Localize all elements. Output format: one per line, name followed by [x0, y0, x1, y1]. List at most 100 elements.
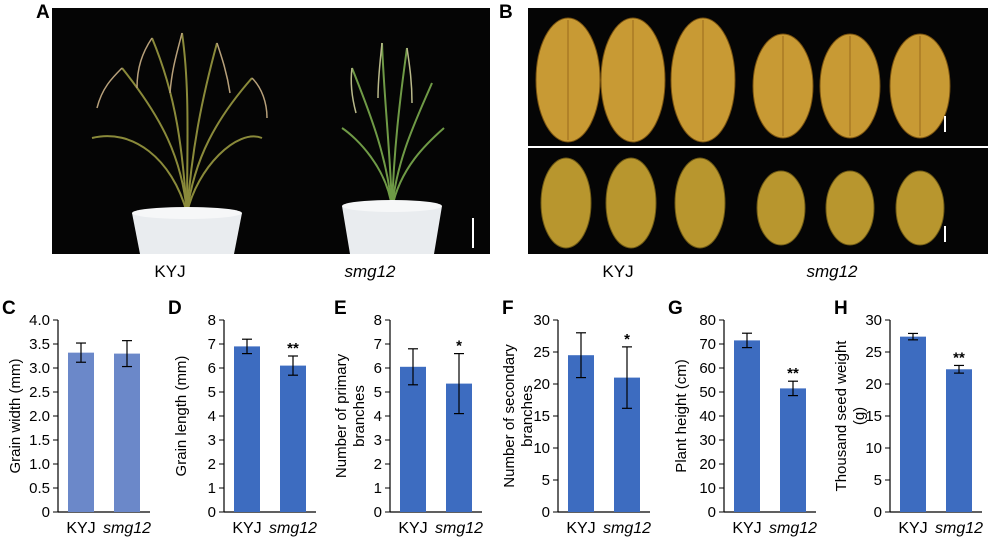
y-tick-label: 6 — [374, 360, 382, 377]
chart-f: F Number of secondarybranches 0 5 10 15 20 25 30… — [501, 298, 651, 537]
y-axis-label: Grain width (mm) — [7, 358, 24, 473]
significance-mark: * — [624, 331, 630, 348]
bar-smg12 — [114, 353, 140, 512]
panel-letter: H — [834, 298, 848, 319]
y-tick-label: 25 — [533, 344, 550, 361]
y-tick-label: 7 — [374, 336, 382, 353]
panel-b-grain-photo-top — [528, 8, 988, 146]
x-tick-label: smg12 — [103, 520, 151, 537]
kyj-pot — [132, 213, 242, 254]
y-tick-label: 0 — [42, 504, 50, 521]
y-tick-label: 0 — [374, 504, 382, 521]
y-tick-label: 0 — [208, 504, 216, 521]
y-tick-label: 30 — [699, 432, 716, 449]
y-axis-label: Number of secondarybranches — [501, 344, 536, 488]
panel-letter: E — [334, 298, 347, 319]
panel-b-bottom-scale-bar — [944, 226, 946, 242]
bar-kyj — [234, 346, 260, 512]
bar-kyj — [734, 340, 760, 512]
y-tick-label: 3.5 — [29, 336, 50, 353]
chart-d: D Grain length (mm) 0 1 2 3 4 5 6 7 8 KYJ ** smg12 — [168, 298, 317, 537]
y-tick-label: 5 — [208, 384, 216, 401]
smg12-plant — [341, 42, 445, 209]
y-tick-label: 50 — [699, 384, 716, 401]
y-tick-label: 2.0 — [29, 408, 50, 425]
chart-g: G Plant height (cm) 0 10 20 30 40 50 60 70 80 KYJ **… — [668, 298, 817, 537]
bar-kyj — [900, 336, 926, 512]
y-axis-label: Plant height (cm) — [673, 359, 690, 472]
y-tick-label: 1.5 — [29, 432, 50, 449]
y-tick-label: 10 — [699, 480, 716, 497]
y-tick-label: 3.0 — [29, 360, 50, 377]
y-tick-label: 20 — [533, 376, 550, 393]
y-tick-label: 80 — [699, 312, 716, 329]
x-tick-label: KYJ — [66, 520, 95, 537]
y-tick-label: 2 — [208, 456, 216, 473]
bar-kyj — [568, 355, 594, 512]
y-tick-label: 0 — [542, 504, 550, 521]
y-tick-label: 4.0 — [29, 312, 50, 329]
kyj-plant — [91, 32, 263, 214]
x-tick-label: KYJ — [732, 520, 761, 537]
y-tick-label: 20 — [699, 456, 716, 473]
y-tick-label: 5 — [874, 472, 882, 489]
panel-b-caption-kyj: KYJ — [602, 262, 634, 281]
y-tick-label: 2.5 — [29, 384, 50, 401]
bar-smg12 — [780, 388, 806, 512]
bar-smg12 — [946, 369, 972, 512]
panel-a-scale-bar — [472, 218, 474, 248]
panel-a-caption-smg12: smg12 — [344, 262, 396, 281]
bar-smg12 — [280, 365, 306, 512]
x-tick-label: KYJ — [566, 520, 595, 537]
y-tick-label: 40 — [699, 408, 716, 425]
significance-mark: ** — [787, 365, 799, 382]
y-tick-label: 3 — [374, 432, 382, 449]
x-tick-label: KYJ — [398, 520, 427, 537]
significance-mark: ** — [953, 349, 965, 366]
x-tick-label: smg12 — [603, 520, 651, 537]
panel-letter: F — [502, 298, 514, 319]
y-tick-label: 0 — [708, 504, 716, 521]
y-axis-label: Number of primarybranches — [333, 353, 368, 478]
panel-letter-a: A — [36, 2, 50, 23]
y-tick-label: 1 — [374, 480, 382, 497]
y-tick-label: 5 — [374, 384, 382, 401]
y-tick-label: 8 — [374, 312, 382, 329]
y-tick-label: 60 — [699, 360, 716, 377]
rice-plants-image — [91, 32, 445, 254]
panel-letter-b: B — [499, 2, 513, 23]
y-tick-label: 10 — [865, 440, 882, 457]
y-tick-label: 30 — [533, 312, 550, 329]
y-tick-label: 7 — [208, 336, 216, 353]
panel-a-plant-photo — [52, 8, 490, 254]
y-tick-label: 0.5 — [29, 480, 50, 497]
x-tick-label: KYJ — [232, 520, 261, 537]
y-axis-label: Grain length (mm) — [173, 356, 190, 477]
y-tick-label: 4 — [208, 408, 216, 425]
x-tick-label: KYJ — [898, 520, 927, 537]
chart-c: C Grain width (mm) 0 0.5 1.0 1.5 2.0 2.5 3.0 3.5 4… — [2, 298, 151, 537]
bar-kyj — [400, 366, 426, 512]
y-tick-label: 30 — [865, 312, 882, 329]
y-tick-label: 1.0 — [29, 456, 50, 473]
panel-letter: D — [168, 298, 182, 319]
significance-mark: * — [456, 338, 462, 355]
panel-letter: C — [2, 298, 16, 319]
grains-with-hull-image — [535, 17, 951, 143]
y-tick-label: 5 — [542, 472, 550, 489]
x-tick-label: smg12 — [435, 520, 483, 537]
y-tick-label: 0 — [874, 504, 882, 521]
chart-e: E Number of primarybranches 0 1 2 3 4 5 6 7 8 KYJ * s… — [333, 298, 483, 537]
y-tick-label: 70 — [699, 336, 716, 353]
x-tick-label: smg12 — [935, 520, 983, 537]
smg12-pot — [342, 206, 442, 254]
bar-kyj — [68, 352, 94, 512]
y-tick-label: 10 — [533, 440, 550, 457]
x-tick-label: smg12 — [769, 520, 817, 537]
y-axis-label: Thousand seed weight(g) — [833, 340, 868, 492]
chart-h: H Thousand seed weight(g) 0 5 10 15 20 25 30 KYJ *… — [833, 298, 983, 537]
panel-b-grain-photo-bottom — [528, 148, 988, 254]
panel-letter: G — [668, 298, 683, 319]
dehulled-grains-image — [540, 157, 945, 249]
y-tick-label: 20 — [865, 376, 882, 393]
